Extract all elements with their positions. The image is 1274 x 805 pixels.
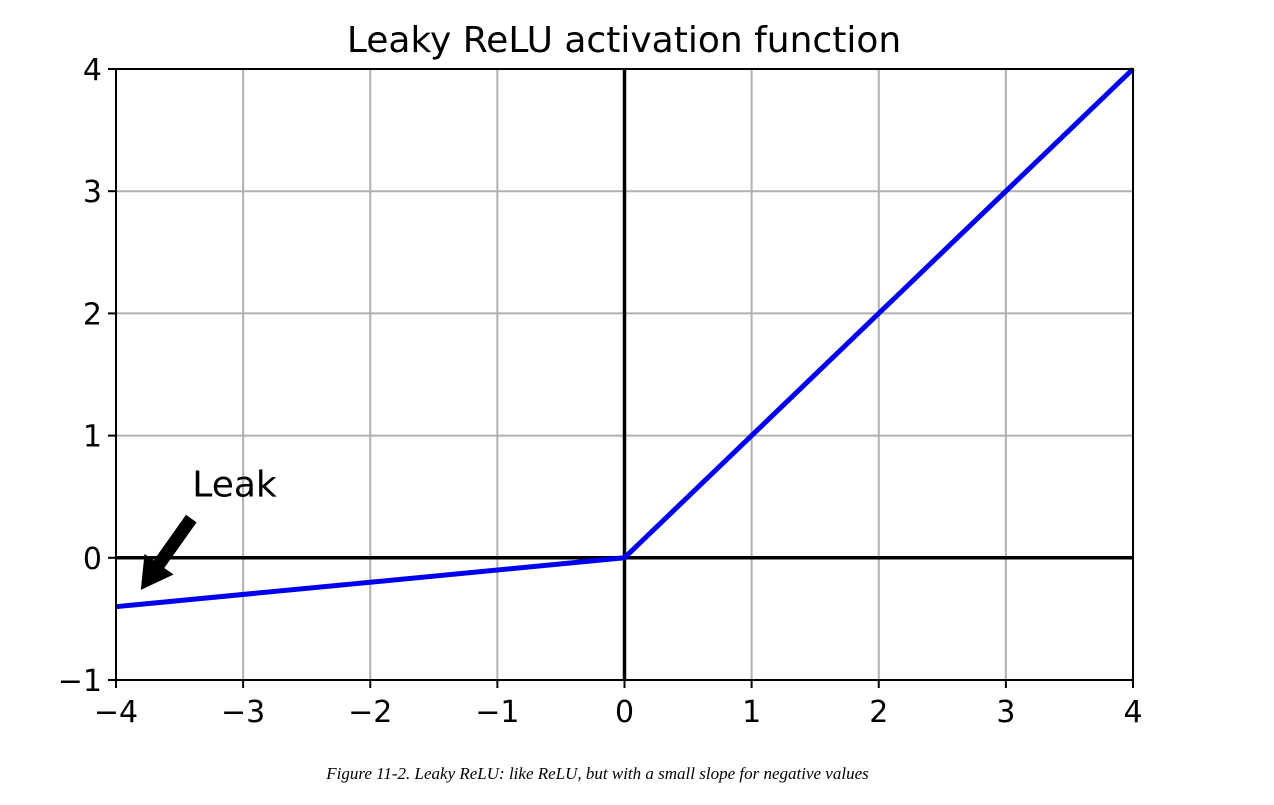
annotation-arrow-0	[140, 514, 197, 590]
x-tick-label-7: 3	[996, 695, 1015, 730]
y-tick-label-1: 0	[83, 542, 102, 577]
annotation-layer: Leak	[140, 465, 277, 590]
y-tick-label-0: −1	[58, 664, 102, 699]
y-tick-label-3: 2	[83, 297, 102, 332]
y-tick-label-2: 1	[83, 420, 102, 455]
annotation-text-0: Leak	[192, 465, 277, 506]
x-tick-label-1: −3	[221, 695, 265, 730]
series-line-0	[115, 67, 1135, 610]
x-tick-label-6: 2	[869, 695, 888, 730]
x-tick-label-5: 1	[742, 695, 761, 730]
x-tick-label-2: −2	[348, 695, 392, 730]
chart-title: Leaky ReLU activation function	[347, 20, 901, 61]
tick-layer: −4 −3 −2 −1 0 1 2 3 4 −1 0 1 2 3 4	[58, 53, 1143, 730]
x-tick-label-4: 0	[615, 695, 634, 730]
y-tick-label-4: 3	[83, 175, 102, 210]
x-tick-label-0: −4	[94, 695, 138, 730]
series-layer	[115, 67, 1135, 610]
x-tick-label-8: 4	[1123, 695, 1142, 730]
x-tick-label-3: −1	[475, 695, 519, 730]
figure-caption: Figure 11-2. Leaky ReLU: like ReLU, but …	[326, 764, 869, 783]
zero-axis-lines	[116, 69, 1133, 680]
y-tick-label-5: 4	[83, 53, 102, 88]
